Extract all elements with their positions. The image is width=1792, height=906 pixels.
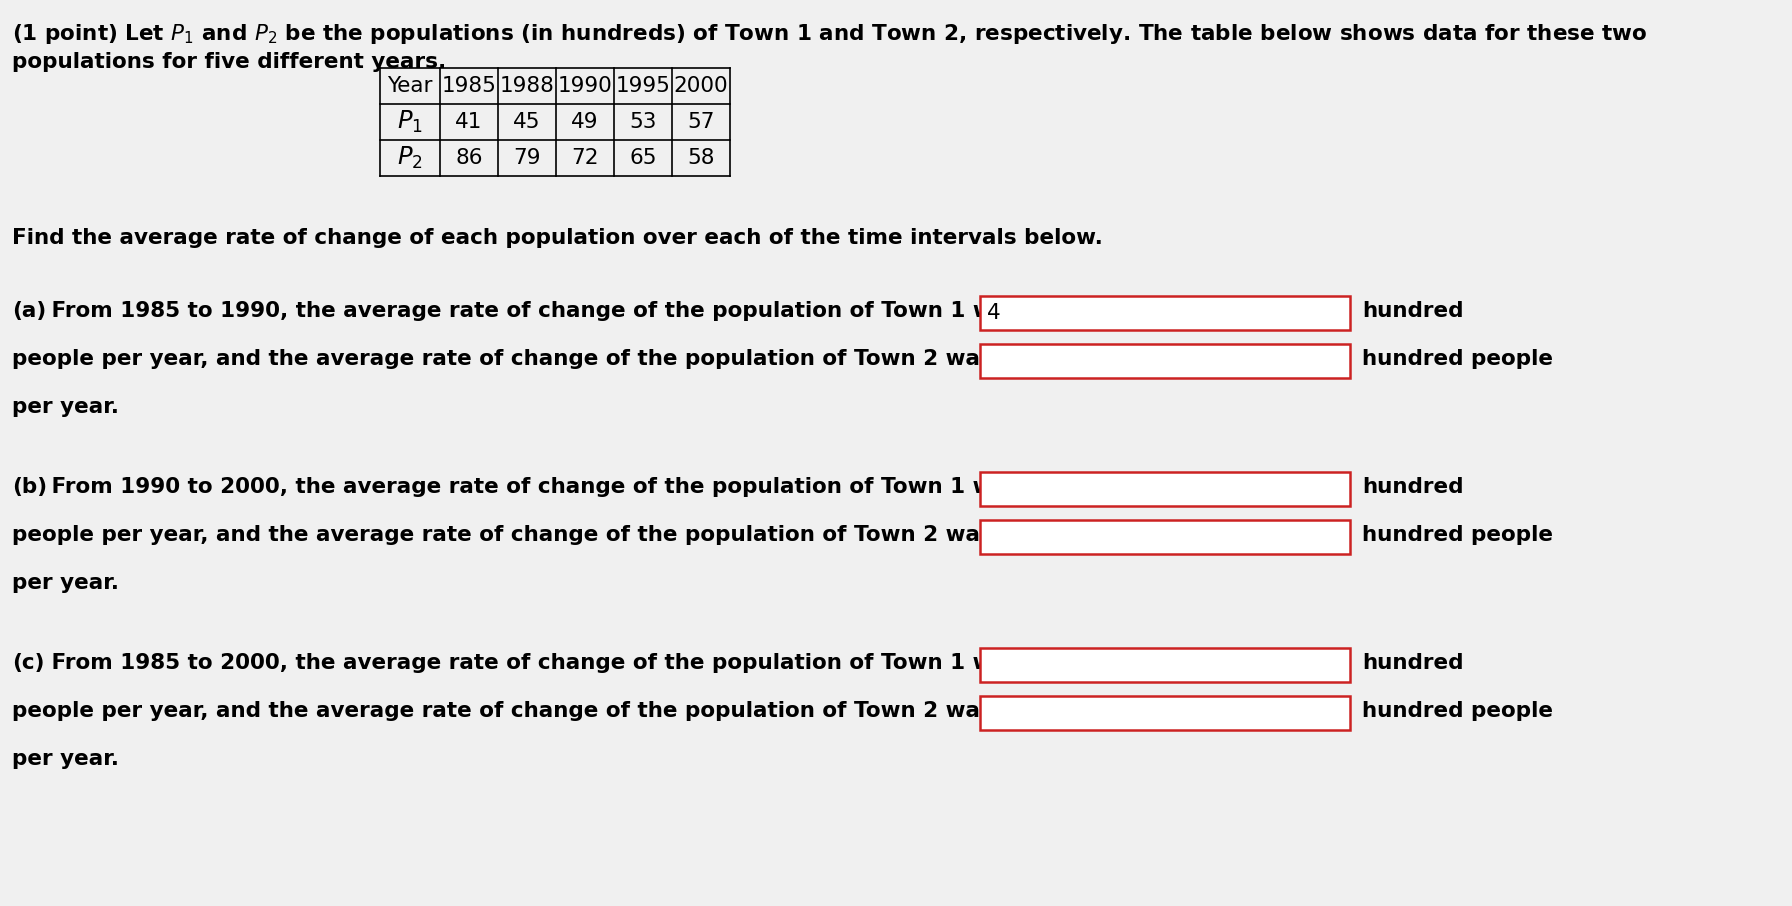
FancyBboxPatch shape: [980, 648, 1349, 682]
Text: 1985: 1985: [441, 76, 496, 96]
Text: Year: Year: [387, 76, 432, 96]
Text: 2000: 2000: [674, 76, 728, 96]
Text: 86: 86: [455, 148, 482, 168]
Text: $P_2$: $P_2$: [398, 145, 423, 171]
Text: 4: 4: [987, 303, 1000, 323]
FancyBboxPatch shape: [980, 344, 1349, 378]
Text: people per year, and the average rate of change of the population of Town 2 was: people per year, and the average rate of…: [13, 349, 993, 369]
Text: 1990: 1990: [557, 76, 613, 96]
Text: 57: 57: [688, 112, 715, 132]
Text: 45: 45: [513, 112, 541, 132]
Text: people per year, and the average rate of change of the population of Town 2 was: people per year, and the average rate of…: [13, 701, 993, 721]
Text: hundred people: hundred people: [1362, 349, 1554, 369]
FancyBboxPatch shape: [980, 296, 1349, 330]
Text: From 1985 to 1990, the average rate of change of the population of Town 1 was: From 1985 to 1990, the average rate of c…: [45, 301, 1020, 321]
FancyBboxPatch shape: [980, 696, 1349, 730]
Text: people per year, and the average rate of change of the population of Town 2 was: people per year, and the average rate of…: [13, 525, 993, 545]
Text: per year.: per year.: [13, 573, 118, 593]
Text: (b): (b): [13, 477, 47, 497]
Text: hundred: hundred: [1362, 301, 1464, 321]
Text: hundred people: hundred people: [1362, 525, 1554, 545]
Text: per year.: per year.: [13, 749, 118, 769]
Text: 1988: 1988: [500, 76, 554, 96]
Text: hundred: hundred: [1362, 653, 1464, 673]
Text: 41: 41: [455, 112, 482, 132]
Text: (a): (a): [13, 301, 47, 321]
Text: 58: 58: [688, 148, 715, 168]
Text: populations for five different years.: populations for five different years.: [13, 52, 446, 72]
FancyBboxPatch shape: [980, 472, 1349, 506]
Text: 79: 79: [513, 148, 541, 168]
Text: From 1990 to 2000, the average rate of change of the population of Town 1 was: From 1990 to 2000, the average rate of c…: [45, 477, 1020, 497]
Text: hundred: hundred: [1362, 477, 1464, 497]
Text: $P_1$: $P_1$: [398, 109, 423, 135]
Text: From 1985 to 2000, the average rate of change of the population of Town 1 was: From 1985 to 2000, the average rate of c…: [45, 653, 1020, 673]
Text: (1 point) Let $P_1$ and $P_2$ be the populations (in hundreds) of Town 1 and Tow: (1 point) Let $P_1$ and $P_2$ be the pop…: [13, 22, 1647, 46]
Text: hundred people: hundred people: [1362, 701, 1554, 721]
Text: per year.: per year.: [13, 397, 118, 417]
Text: 53: 53: [629, 112, 656, 132]
Text: 72: 72: [572, 148, 599, 168]
Text: (c): (c): [13, 653, 45, 673]
FancyBboxPatch shape: [980, 520, 1349, 554]
Text: 1995: 1995: [616, 76, 670, 96]
Text: Find the average rate of change of each population over each of the time interva: Find the average rate of change of each …: [13, 228, 1102, 248]
Text: 65: 65: [629, 148, 656, 168]
Text: 49: 49: [572, 112, 599, 132]
